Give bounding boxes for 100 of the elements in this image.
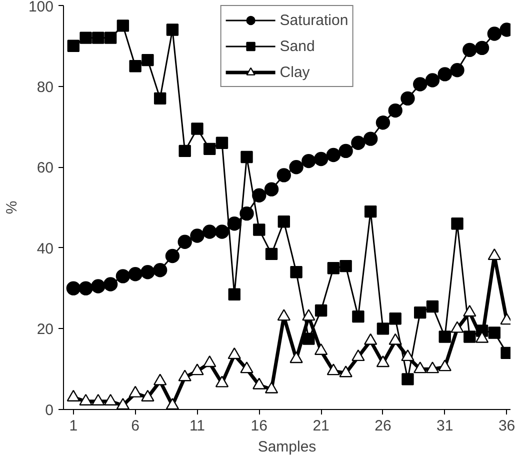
point <box>190 364 204 376</box>
point <box>104 394 118 406</box>
point <box>314 343 328 355</box>
point <box>103 277 118 292</box>
point <box>438 67 452 82</box>
y-tick-label: 40 <box>36 240 54 258</box>
point <box>450 63 464 78</box>
point <box>438 330 451 343</box>
point <box>290 351 303 364</box>
point <box>153 374 167 386</box>
point <box>289 160 304 174</box>
point <box>401 349 414 362</box>
point <box>326 148 341 162</box>
point <box>190 228 204 243</box>
point <box>204 142 216 156</box>
point <box>388 333 402 345</box>
x-tick-label: 21 <box>312 418 330 434</box>
point <box>79 394 92 406</box>
point <box>352 349 365 362</box>
y-tick-label: 0 <box>45 402 54 419</box>
point <box>202 224 217 239</box>
point <box>413 77 428 92</box>
point <box>327 262 340 274</box>
point <box>364 205 377 218</box>
point <box>464 330 476 343</box>
point <box>178 370 192 382</box>
point <box>116 20 130 32</box>
point <box>228 347 241 360</box>
point <box>92 32 104 44</box>
point <box>128 267 142 282</box>
point <box>339 366 352 378</box>
point <box>141 390 154 402</box>
point <box>338 144 353 158</box>
point <box>191 122 204 135</box>
point <box>166 24 179 36</box>
point <box>252 378 266 390</box>
point <box>400 91 415 106</box>
point <box>178 144 191 158</box>
point <box>402 373 414 386</box>
legend-label: Saturation <box>280 12 348 28</box>
point <box>425 73 440 88</box>
point <box>364 333 378 345</box>
point <box>326 364 340 376</box>
point <box>474 40 490 56</box>
point <box>264 382 278 394</box>
point <box>66 390 80 402</box>
point <box>389 312 402 325</box>
x-tick-label: 36 <box>498 418 515 434</box>
point <box>290 266 302 278</box>
point <box>91 279 106 294</box>
point <box>240 362 254 374</box>
point <box>363 132 378 146</box>
point <box>438 360 452 372</box>
point <box>228 288 240 300</box>
point <box>129 60 142 72</box>
point <box>276 168 292 182</box>
point <box>240 150 253 164</box>
point <box>215 376 229 388</box>
point <box>488 326 501 339</box>
point <box>252 188 266 202</box>
point <box>414 306 426 319</box>
point <box>78 281 93 296</box>
point <box>376 322 390 335</box>
point <box>178 234 192 249</box>
legend-label: Sand <box>280 38 315 54</box>
point <box>314 152 328 166</box>
point <box>340 260 352 272</box>
point <box>140 265 155 280</box>
point <box>351 136 366 150</box>
point <box>414 362 427 374</box>
point <box>152 263 168 278</box>
x-tick-label: 16 <box>250 418 268 434</box>
point <box>216 136 228 149</box>
x-axis-title: Samples <box>258 438 316 456</box>
point <box>277 309 291 321</box>
point <box>165 248 180 264</box>
point <box>488 248 502 260</box>
point <box>265 248 278 260</box>
point <box>426 362 440 374</box>
y-tick-label: 100 <box>28 0 54 16</box>
point <box>116 398 130 410</box>
point <box>475 331 489 343</box>
point <box>302 309 316 321</box>
x-tick-label: 11 <box>189 418 206 434</box>
point <box>166 398 180 410</box>
point <box>376 356 390 368</box>
point <box>104 32 117 44</box>
y-tick-label: 60 <box>36 160 54 177</box>
point <box>450 321 464 333</box>
y-axis-title: % <box>3 200 20 214</box>
point <box>92 394 105 406</box>
x-tick-label: 26 <box>374 418 392 434</box>
point <box>388 103 402 118</box>
point <box>314 304 328 317</box>
point <box>128 386 142 398</box>
point <box>116 269 130 284</box>
y-tick-label: 80 <box>36 78 54 96</box>
point <box>278 216 290 228</box>
point <box>214 224 230 239</box>
x-tick-label: 6 <box>131 418 140 434</box>
